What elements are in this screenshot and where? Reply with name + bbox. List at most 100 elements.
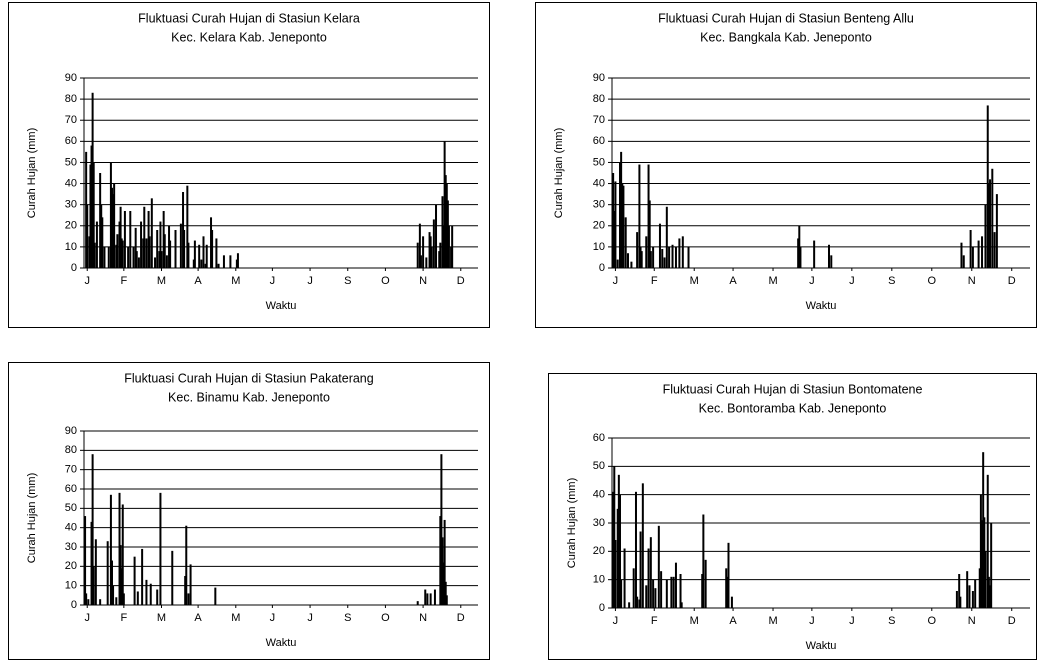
x-tick-label: M bbox=[690, 275, 699, 287]
y-tick-label: 20 bbox=[593, 545, 605, 557]
x-axis-label: Waktu bbox=[266, 637, 297, 649]
x-axis-label: Waktu bbox=[806, 640, 837, 652]
bar bbox=[981, 236, 984, 268]
bar bbox=[984, 204, 987, 268]
y-tick-label: 20 bbox=[593, 220, 605, 232]
bar bbox=[90, 145, 93, 268]
bar bbox=[960, 242, 963, 268]
x-axis-label: Waktu bbox=[266, 300, 297, 312]
bar bbox=[702, 514, 705, 608]
bar bbox=[797, 238, 800, 268]
bar bbox=[118, 492, 121, 605]
bar bbox=[636, 596, 639, 608]
x-tick-label: J bbox=[84, 275, 90, 287]
bar bbox=[678, 238, 681, 268]
bar bbox=[616, 508, 619, 608]
bar bbox=[618, 494, 621, 608]
x-tick-label: M bbox=[157, 275, 166, 287]
bar bbox=[679, 574, 682, 608]
y-tick-label: 30 bbox=[65, 541, 77, 553]
bar bbox=[984, 551, 987, 608]
bar bbox=[110, 187, 113, 268]
bar bbox=[426, 593, 429, 605]
y-tick-label: 70 bbox=[593, 114, 605, 126]
bar bbox=[981, 520, 984, 608]
bar bbox=[159, 492, 162, 605]
bar bbox=[109, 494, 112, 605]
bar bbox=[645, 585, 648, 608]
bar bbox=[429, 236, 432, 268]
bar bbox=[160, 251, 163, 268]
bar bbox=[119, 206, 122, 268]
x-tick-label: O bbox=[928, 275, 937, 287]
bar bbox=[638, 599, 641, 608]
bar bbox=[182, 192, 185, 268]
bar bbox=[830, 255, 833, 268]
bar bbox=[99, 173, 102, 268]
bar bbox=[86, 204, 89, 268]
bar bbox=[189, 564, 192, 605]
bar bbox=[162, 211, 165, 268]
x-tick-label: J bbox=[270, 275, 276, 287]
x-tick-label: M bbox=[768, 275, 777, 287]
bar bbox=[106, 541, 109, 605]
bar bbox=[143, 206, 146, 268]
bar bbox=[217, 263, 220, 268]
bar bbox=[418, 223, 421, 268]
bar bbox=[799, 246, 802, 268]
bar bbox=[169, 240, 172, 268]
bar bbox=[100, 204, 103, 268]
bar bbox=[133, 556, 136, 605]
bar bbox=[142, 238, 145, 268]
bar bbox=[613, 466, 616, 608]
bar bbox=[663, 257, 666, 268]
bar bbox=[183, 230, 186, 268]
bar bbox=[141, 548, 144, 605]
bar bbox=[987, 576, 990, 608]
x-tick-label: F bbox=[120, 612, 127, 624]
bar bbox=[616, 259, 619, 268]
bar bbox=[136, 591, 139, 605]
x-tick-label: S bbox=[888, 615, 895, 627]
bar bbox=[647, 548, 650, 608]
bar bbox=[440, 454, 443, 605]
bar bbox=[725, 568, 728, 608]
bar bbox=[671, 244, 674, 268]
chart-title: Fluktuasi Curah Hujan di Stasiun Kelara bbox=[138, 11, 360, 25]
bar bbox=[639, 531, 642, 608]
y-tick-label: 50 bbox=[593, 156, 605, 168]
y-tick-label: 10 bbox=[65, 241, 77, 253]
bar bbox=[681, 236, 684, 268]
bar bbox=[123, 211, 126, 268]
bar bbox=[704, 559, 707, 608]
bar bbox=[652, 579, 655, 608]
chart-subtitle: Kec. Kelara Kab. Jeneponto bbox=[171, 30, 327, 44]
x-tick-label: F bbox=[651, 275, 658, 287]
x-tick-label: J bbox=[809, 275, 815, 287]
bar bbox=[613, 211, 616, 268]
bar bbox=[84, 516, 87, 605]
x-tick-label: D bbox=[457, 612, 465, 624]
bar bbox=[156, 230, 159, 268]
bar bbox=[112, 585, 115, 605]
bar bbox=[422, 236, 425, 268]
y-axis-label: Curah Hujan (mm) bbox=[26, 473, 38, 563]
bar bbox=[165, 255, 168, 268]
bar bbox=[645, 236, 648, 268]
bar bbox=[179, 223, 182, 268]
y-tick-label: 60 bbox=[593, 432, 605, 444]
bar bbox=[416, 601, 419, 605]
bar bbox=[444, 175, 447, 268]
y-tick-label: 0 bbox=[71, 599, 77, 611]
y-tick-label: 80 bbox=[65, 93, 77, 105]
x-tick-label: J bbox=[613, 275, 619, 287]
bar bbox=[986, 474, 989, 608]
bar bbox=[632, 568, 635, 608]
bar bbox=[87, 599, 90, 605]
y-tick-label: 80 bbox=[593, 93, 605, 105]
bar bbox=[193, 240, 196, 268]
bar bbox=[612, 491, 615, 608]
bar bbox=[229, 255, 232, 268]
bar bbox=[168, 225, 171, 268]
bar bbox=[186, 185, 189, 268]
